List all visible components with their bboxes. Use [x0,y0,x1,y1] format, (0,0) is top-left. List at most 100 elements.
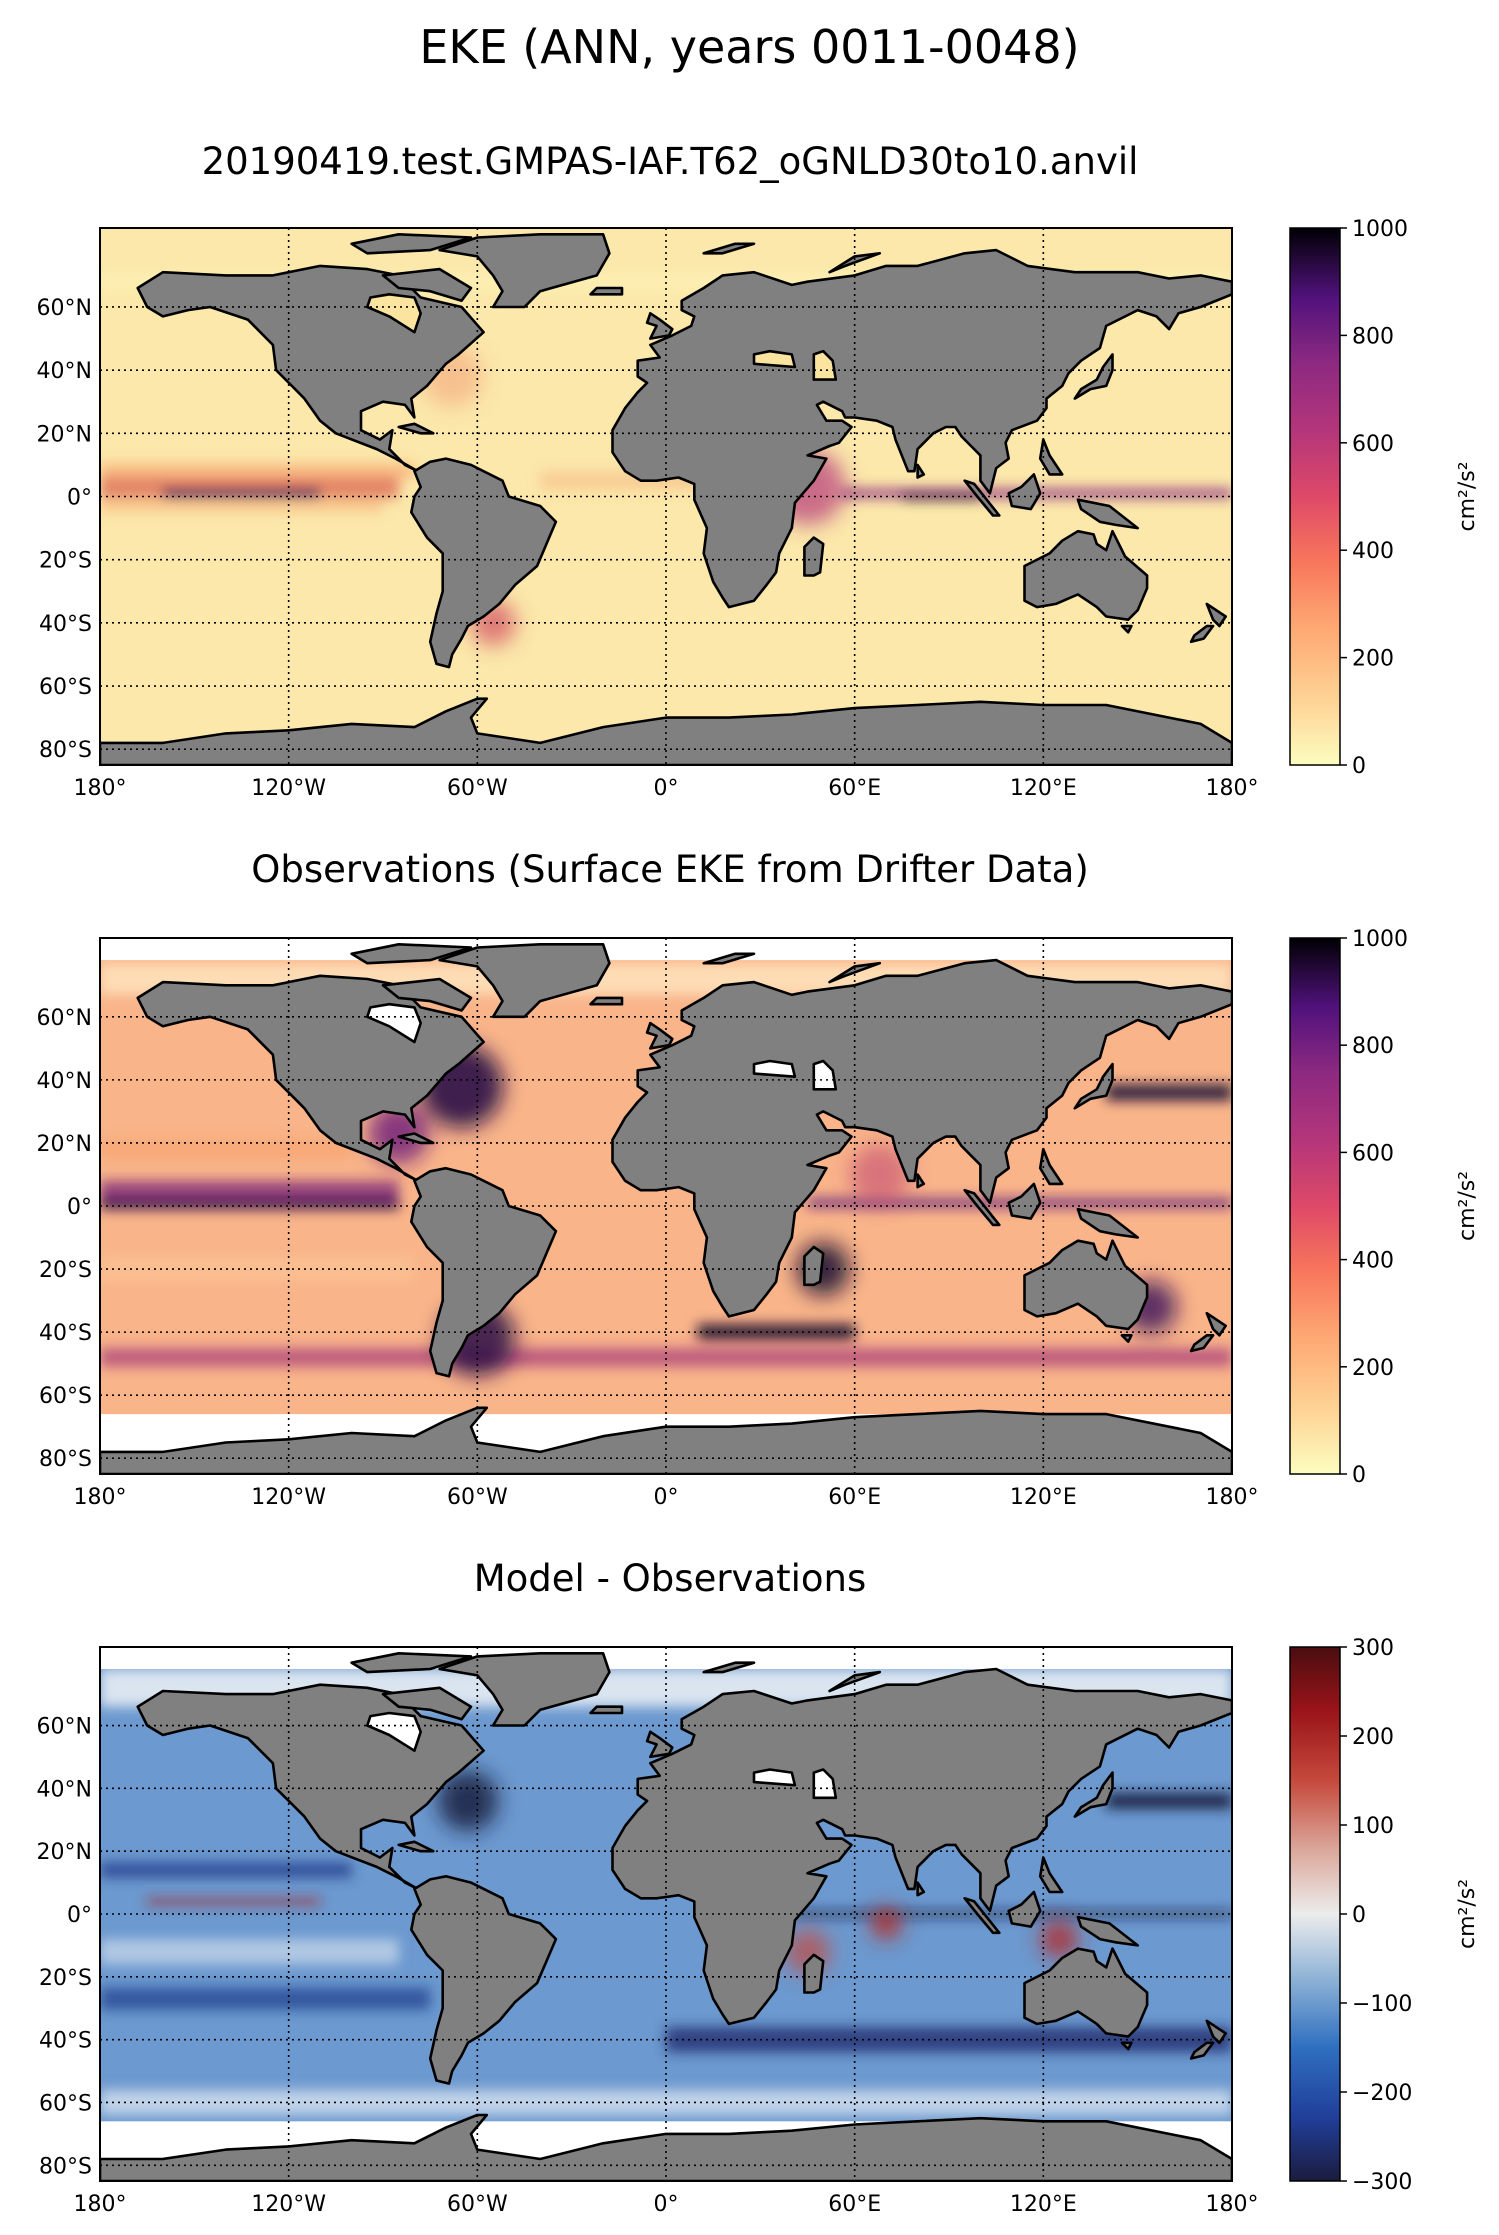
land-newZealandS [1189,1334,1215,1353]
land-cuba [397,1132,435,1145]
field-band [100,1987,431,2010]
land-australia [1023,1239,1149,1331]
land-uk [645,1021,674,1050]
land-caspian [812,1768,838,1800]
land-tasmania [1120,1334,1133,1343]
land-madagascar [803,1245,825,1287]
x-tick-label: 0° [654,1485,679,1510]
colorbar-unit-label: cm²/s² [1455,1171,1480,1241]
land-uk [645,311,674,340]
colorbar-1 [1289,227,1341,766]
map-panel-3 [100,1647,1232,2181]
field-band [100,499,383,513]
land-borneo [1007,473,1042,511]
land-hudsonBay [365,292,423,334]
land-africaEurasia [611,958,1232,1318]
field-band [100,1139,352,1159]
map-frame [99,1646,1233,2182]
field-band [100,1347,1232,1367]
field-hotspot [437,1770,499,1832]
land-caspian [812,1059,838,1091]
field-band [100,1180,399,1200]
land-ellesmere [350,233,473,255]
land-svalbard [702,242,756,255]
land-blackSea [752,1768,797,1787]
land-newZealandN [1205,2019,1227,2045]
land-tasmania [1120,2041,1133,2051]
land-baffin [381,267,473,303]
x-tick-label: 120°E [1010,1485,1077,1510]
colorbar-tick-label: −100 [1352,1992,1412,2017]
x-tick-label: 0° [654,2192,679,2217]
colorbar-tick-label: 1000 [1352,927,1408,952]
land-greenland [438,942,611,1019]
colorbar-tick-label: 200 [1352,647,1394,672]
land-caspian [812,349,838,381]
x-tick-label: 60°E [828,1485,881,1510]
land-novayaZemlya [828,961,882,984]
y-tick-label: 60°S [39,1384,92,1409]
colorbar-tick-label: 600 [1352,432,1394,457]
land-japan [1073,1771,1114,1818]
field-band [147,1898,321,1904]
y-tick-label: 60°S [39,675,92,700]
colorbar-tick-label: 0 [1352,1903,1366,1928]
land-philippines [1038,438,1064,476]
colorbar-tick-label: 300 [1352,1636,1394,1661]
x-tick-label: 180° [74,1485,127,1510]
land-southAmerica [409,1166,558,1378]
y-tick-label: 80°S [39,738,92,763]
land-newZealandS [1189,624,1215,644]
colorbar-unit-label: cm²/s² [1455,461,1480,531]
land-southAmerica [409,457,558,669]
y-tick-label: 40°N [37,1069,92,1094]
field-band [162,488,321,499]
y-tick-label: 80°S [39,2154,92,2179]
x-tick-label: 60°W [447,776,508,801]
land-ellesmere [350,1652,473,1674]
y-tick-label: 20°S [39,549,92,574]
land-madagascar [803,536,825,577]
land-ellesmere [350,942,473,965]
land-cuba [397,422,435,435]
field-band [666,2027,1232,2053]
field-hotspot [849,1144,911,1205]
x-tick-label: 0° [654,776,679,801]
y-tick-label: 0° [67,486,92,511]
x-tick-label: 60°E [828,2192,881,2217]
colorbar-tick-label: 100 [1352,1814,1394,1839]
land-japan [1073,353,1114,400]
land-newZealandS [1189,2041,1215,2060]
land-philippines [1038,1147,1064,1186]
land-newZealandN [1205,602,1227,628]
land-philippines [1038,1856,1064,1894]
land-iceland [589,996,624,1006]
land-svalbard [702,1661,756,1674]
colorbar-tick-label: 600 [1352,1141,1394,1166]
x-tick-label: 120°E [1010,776,1077,801]
y-tick-label: 20°S [39,1258,92,1283]
land-newGuinea [1076,498,1139,530]
land-hudsonBay [365,1711,423,1752]
x-tick-label: 180° [1206,2192,1259,2217]
land-hudsonBay [365,1002,423,1044]
panel-3-title: Model - Observations [473,1557,867,1600]
land-australia [1023,529,1149,622]
land-greenland [438,233,611,309]
land-sumatra [963,1897,1001,1935]
field-hotspot [1040,1920,1078,1958]
x-tick-label: 60°E [828,776,881,801]
y-tick-label: 80°S [39,1447,92,1472]
colorbar-unit-label: cm²/s² [1455,1879,1480,1949]
land-borneo [1007,1890,1042,1928]
land-greenland [438,1652,611,1727]
y-tick-label: 60°S [39,2091,92,2116]
land-svalbard [702,952,756,965]
field-band [697,1324,855,1340]
land-novayaZemlya [828,252,882,274]
land-blackSea [752,1059,797,1078]
colorbar-3 [1289,1646,1341,2182]
x-tick-label: 60°W [447,2192,508,2217]
x-tick-label: 120°W [251,2192,326,2217]
land-newZealandN [1205,1311,1227,1337]
